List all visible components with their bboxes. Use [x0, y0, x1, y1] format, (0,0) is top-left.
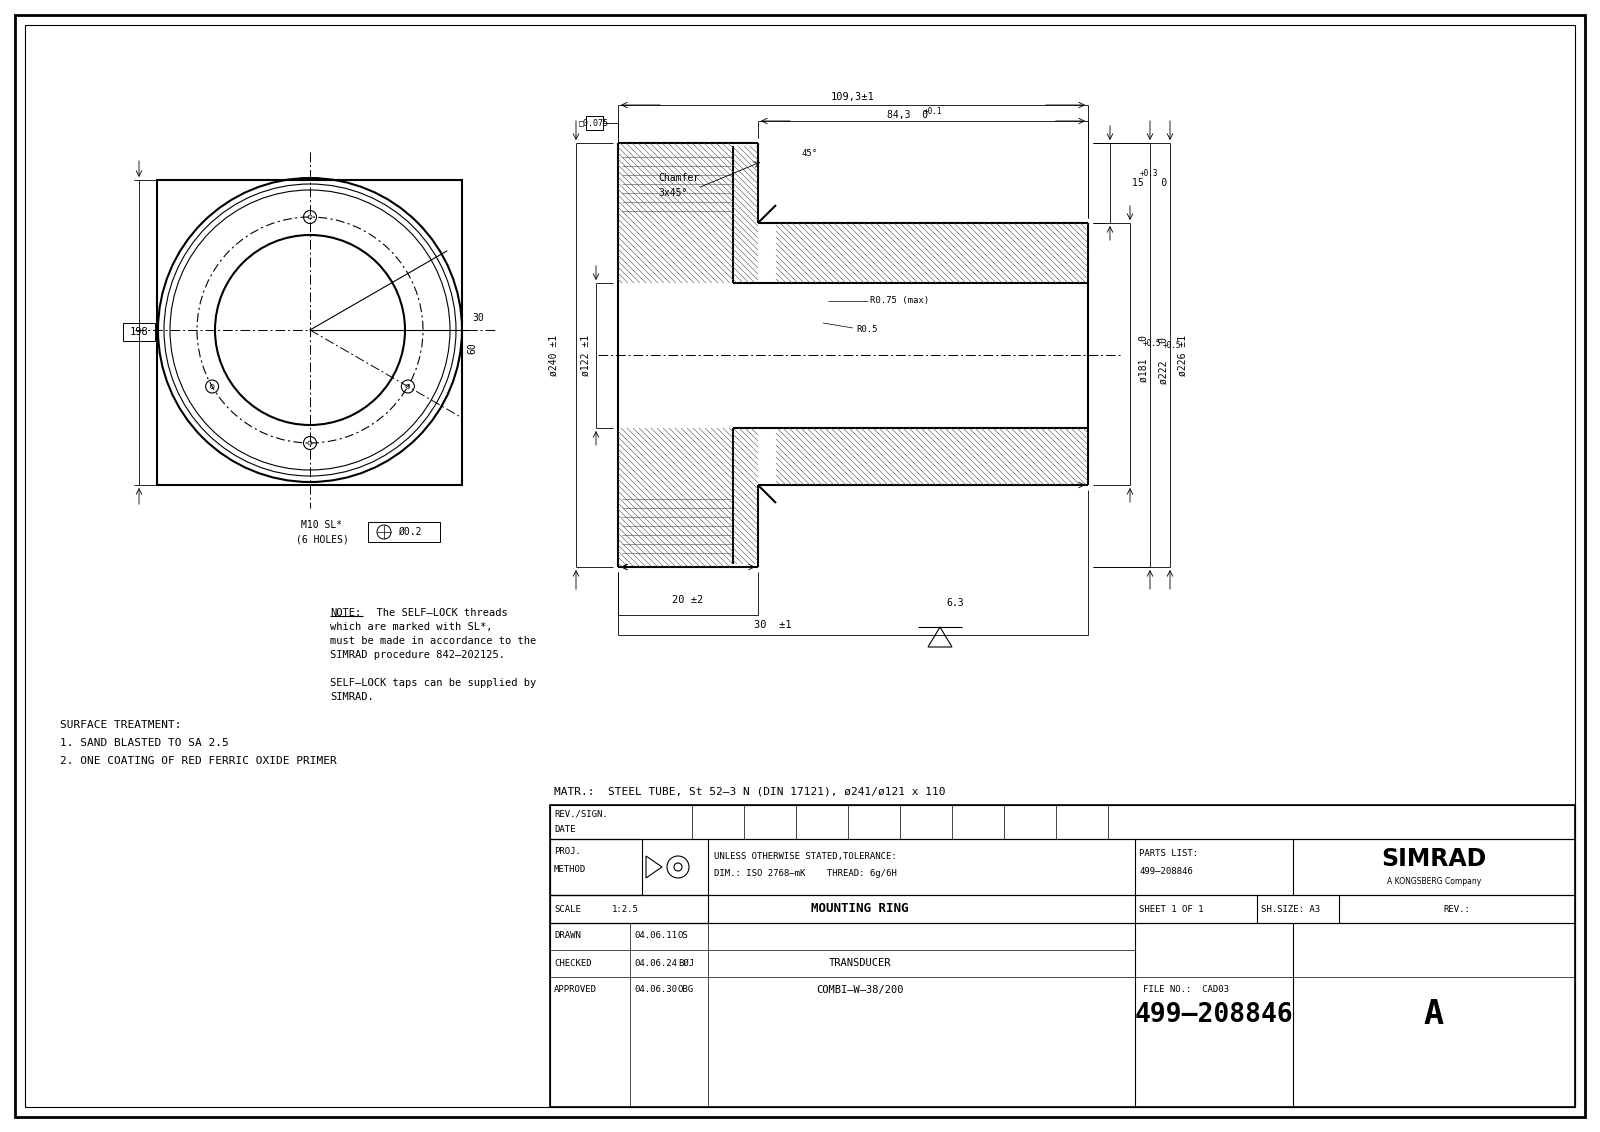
Text: +0.1: +0.1 [923, 106, 942, 115]
Text: 45°: 45° [802, 148, 818, 157]
Text: 84,3  0: 84,3 0 [888, 110, 928, 120]
Text: 1. SAND BLASTED TO SA 2.5: 1. SAND BLASTED TO SA 2.5 [61, 738, 229, 748]
Bar [586, 115, 603, 130]
Text: R0.5: R0.5 [856, 325, 877, 334]
Text: ø226 ±1: ø226 ±1 [1178, 334, 1187, 376]
Text: CHECKED: CHECKED [554, 959, 592, 968]
Text: must be made in accordance to the: must be made in accordance to the [330, 636, 536, 646]
Text: 04.06.24: 04.06.24 [634, 959, 677, 968]
Text: 3x45°: 3x45° [658, 188, 688, 198]
Text: PROJ.: PROJ. [554, 847, 581, 856]
Text: Chamfer: Chamfer [658, 173, 699, 183]
Text: MATR.:  STEEL TUBE, St 52–3 N (DIN 17121), ø241/ø121 x 110: MATR.: STEEL TUBE, St 52–3 N (DIN 17121)… [554, 787, 946, 797]
Text: DATE: DATE [554, 824, 576, 833]
Text: OBG: OBG [678, 986, 694, 995]
Text: REV.:: REV.: [1443, 904, 1470, 914]
Text: 499–208846: 499–208846 [1134, 1002, 1293, 1028]
Text: A KONGSBERG Company: A KONGSBERG Company [1387, 876, 1482, 885]
Text: UNLESS OTHERWISE STATED,TOLERANCE:: UNLESS OTHERWISE STATED,TOLERANCE: [714, 851, 896, 860]
Text: PARTS LIST:: PARTS LIST: [1139, 849, 1198, 858]
Text: 1:2.5: 1:2.5 [611, 904, 638, 914]
Text: TRANSDUCER: TRANSDUCER [829, 958, 891, 968]
Text: 04.06.11: 04.06.11 [634, 932, 677, 941]
Text: +0.5: +0.5 [1163, 341, 1181, 350]
Bar [123, 323, 155, 341]
Bar [550, 895, 707, 923]
Text: 60: 60 [467, 342, 477, 354]
Text: REV./SIGN.: REV./SIGN. [554, 809, 608, 818]
Text: SELF–LOCK taps can be supplied by: SELF–LOCK taps can be supplied by [330, 678, 536, 688]
Text: 109,3±1: 109,3±1 [830, 92, 875, 102]
Text: 30: 30 [472, 314, 483, 323]
Text: APPROVED: APPROVED [554, 986, 597, 995]
Text: SHEET 1 OF 1: SHEET 1 OF 1 [1139, 904, 1203, 914]
Text: METHOD: METHOD [554, 865, 586, 874]
Bar [550, 839, 642, 895]
Text: NOTE:: NOTE: [330, 608, 362, 618]
Bar [550, 895, 1574, 923]
Text: SURFACE TREATMENT:: SURFACE TREATMENT: [61, 720, 181, 730]
Text: 6.3: 6.3 [946, 598, 963, 608]
Text: SIMRAD.: SIMRAD. [330, 692, 374, 702]
Bar [550, 805, 1574, 1107]
Text: 04.06.30: 04.06.30 [634, 986, 677, 995]
Bar [550, 923, 1574, 1107]
Text: 20 ±2: 20 ±2 [672, 595, 704, 604]
Bar [157, 180, 462, 484]
Text: A: A [1424, 998, 1445, 1031]
Text: which are marked with SL*,: which are marked with SL*, [330, 621, 493, 632]
Text: FILE NO.:  CAD03: FILE NO.: CAD03 [1142, 986, 1229, 995]
Text: ø122 ±1: ø122 ±1 [581, 334, 590, 376]
Text: (6 HOLES): (6 HOLES) [296, 535, 349, 544]
Text: +0.5: +0.5 [1142, 340, 1162, 349]
Text: MOUNTING RING: MOUNTING RING [811, 902, 909, 916]
Text: COMBI–W–38/200: COMBI–W–38/200 [816, 985, 904, 995]
Text: 2. ONE COATING OF RED FERRIC OXIDE PRIMER: 2. ONE COATING OF RED FERRIC OXIDE PRIME… [61, 756, 336, 766]
Text: OS: OS [678, 932, 688, 941]
Text: BØJ: BØJ [678, 959, 694, 968]
Bar [550, 805, 1574, 839]
Text: DRAWN: DRAWN [554, 932, 581, 941]
Text: +0.3: +0.3 [1139, 169, 1158, 178]
Text: DIM.: ISO 2768–mK    THREAD: 6g/6H: DIM.: ISO 2768–mK THREAD: 6g/6H [714, 868, 896, 877]
Text: The SELF–LOCK threads: The SELF–LOCK threads [365, 608, 507, 618]
Text: ø181   0: ø181 0 [1139, 335, 1149, 383]
Text: 499–208846: 499–208846 [1139, 866, 1192, 875]
Text: 198: 198 [130, 327, 149, 337]
Bar [368, 522, 440, 542]
Text: ø222   0: ø222 0 [1158, 336, 1170, 384]
Text: SIMRAD: SIMRAD [1381, 847, 1486, 871]
Text: R0.75 (max): R0.75 (max) [870, 297, 930, 306]
Text: 30  ±1: 30 ±1 [754, 620, 792, 631]
Text: M10 SL*: M10 SL* [301, 520, 342, 530]
Text: ø240 ±1: ø240 ±1 [549, 334, 558, 376]
Text: □0.075: □0.075 [579, 119, 610, 128]
Text: 15   0: 15 0 [1133, 178, 1168, 188]
Text: SIMRAD procedure 842–202125.: SIMRAD procedure 842–202125. [330, 650, 506, 660]
Bar [550, 839, 1574, 895]
Text: SCALE: SCALE [554, 904, 581, 914]
Text: SH.SIZE: A3: SH.SIZE: A3 [1261, 904, 1320, 914]
Text: Ø0.2: Ø0.2 [398, 528, 422, 537]
